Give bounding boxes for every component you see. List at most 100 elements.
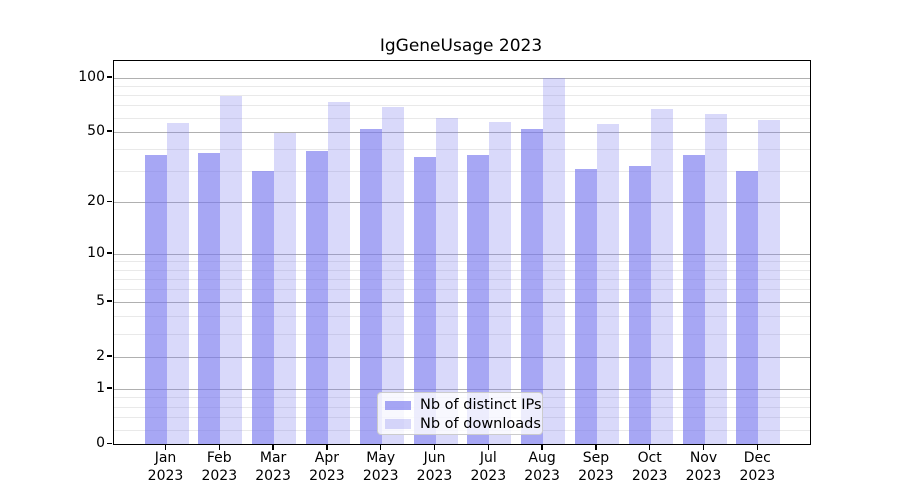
x-tick-month: Sep (582, 450, 610, 466)
bar-downloads (166, 122, 189, 444)
y-tick-label: 50 (87, 122, 105, 139)
y-tick-mark (107, 355, 112, 357)
x-tick-mark (218, 444, 221, 450)
bar-downloads (381, 106, 404, 444)
bar-downloads (758, 120, 781, 444)
y-tick-label: 5 (96, 292, 105, 309)
x-tick-label: Oct 2023 (618, 450, 682, 485)
gridline-major (114, 202, 810, 204)
gridline-minor (114, 333, 810, 335)
x-tick-month: Mar (259, 450, 287, 466)
bar-downloads (274, 133, 297, 444)
x-tick-month: May (366, 450, 396, 466)
y-tick-label: 10 (87, 244, 105, 261)
legend-row: Nb of distinct IPs (385, 396, 542, 415)
bar-downloads (650, 108, 673, 444)
y-tick-mark (107, 200, 112, 203)
legend: Nb of distinct IPs Nb of downloads (377, 392, 543, 435)
gridline-minor (114, 95, 810, 97)
bar-distinct-ips (144, 155, 167, 444)
x-tick-label: Aug 2023 (510, 450, 574, 485)
chart-title: IgGeneUsage 2023 (379, 36, 543, 56)
legend-label: Nb of distinct IPs (420, 397, 542, 414)
x-tick-mark (541, 444, 543, 450)
legend-row: Nb of downloads (385, 415, 541, 434)
gridline-major (114, 356, 810, 358)
x-tick-year: 2023 (631, 467, 668, 484)
bar-distinct-ips (736, 171, 759, 444)
bar-distinct-ips (413, 157, 436, 444)
gridline-major (114, 388, 810, 390)
x-tick-month: Apr (314, 450, 339, 466)
x-tick-mark (379, 444, 382, 450)
gridline-major (114, 131, 810, 133)
x-tick-month: Aug (528, 450, 556, 466)
bar-distinct-ips (574, 168, 597, 444)
gridline-minor (114, 117, 810, 119)
y-tick-mark (107, 76, 112, 78)
gridline-major (114, 253, 810, 255)
gridline-minor (114, 289, 810, 291)
y-tick-mark (107, 130, 112, 132)
y-tick-label: 1 (96, 379, 105, 396)
y-tick-label: 20 (87, 193, 105, 210)
bar-distinct-ips (198, 153, 221, 444)
legend-swatch-distinct-ips (385, 400, 411, 410)
x-tick-label: May 2023 (349, 450, 413, 485)
x-tick-mark (433, 444, 436, 450)
x-tick-month: Oct (637, 450, 662, 466)
y-tick-label: 2 (96, 347, 105, 364)
x-tick-year: 2023 (578, 467, 614, 484)
gridline-minor (114, 261, 810, 263)
gridline-minor (114, 278, 810, 280)
x-tick-mark (648, 444, 651, 450)
bar-distinct-ips (467, 155, 490, 444)
bar-downloads (596, 124, 619, 444)
x-tick-mark (164, 444, 167, 450)
x-tick-mark (272, 444, 274, 450)
y-tick-mark (107, 300, 112, 302)
x-tick-label: Sep 2023 (564, 450, 628, 485)
gridline-minor (114, 105, 810, 107)
x-tick-month: Dec (743, 450, 771, 466)
x-tick-month: Feb (206, 450, 232, 466)
gridline-major (114, 77, 810, 79)
bar-distinct-ips (682, 155, 705, 444)
x-tick-year: 2023 (362, 467, 399, 484)
x-tick-month: Jun (423, 450, 446, 466)
bar-distinct-ips (359, 128, 382, 444)
x-tick-mark (756, 444, 759, 450)
x-tick-label: Apr 2023 (295, 450, 359, 485)
y-tick-label: 100 (78, 68, 105, 85)
x-tick-year: 2023 (255, 467, 291, 484)
legend-swatch-downloads (385, 419, 411, 429)
x-tick-month: Jan (154, 450, 177, 466)
legend-label: Nb of downloads (420, 415, 541, 432)
x-tick-label: Feb 2023 (187, 450, 251, 485)
bar-downloads (543, 77, 566, 444)
x-tick-mark (326, 444, 328, 450)
x-tick-year: 2023 (147, 467, 184, 484)
bar-distinct-ips (305, 151, 328, 444)
x-tick-year: 2023 (416, 467, 453, 484)
y-tick-mark (107, 252, 112, 254)
bar-downloads (704, 113, 727, 444)
bar-distinct-ips (521, 128, 544, 444)
x-tick-year: 2023 (685, 467, 722, 484)
x-tick-month: Jul (479, 450, 497, 466)
gridline-minor (114, 85, 810, 87)
y-tick-label: 0 (96, 435, 105, 451)
x-tick-label: Jun 2023 (403, 450, 467, 485)
bar-distinct-ips (252, 171, 275, 444)
x-tick-year: 2023 (309, 467, 345, 484)
gridline-major (114, 301, 810, 303)
gridline-minor (114, 269, 810, 271)
gridline-minor (114, 316, 810, 318)
bar-downloads (489, 121, 512, 444)
x-tick-mark (595, 444, 597, 450)
x-tick-year: 2023 (739, 467, 776, 484)
x-tick-month: Nov (689, 450, 718, 466)
x-tick-year: 2023 (470, 467, 507, 484)
bar-downloads (327, 102, 350, 444)
bar-downloads (435, 117, 458, 444)
